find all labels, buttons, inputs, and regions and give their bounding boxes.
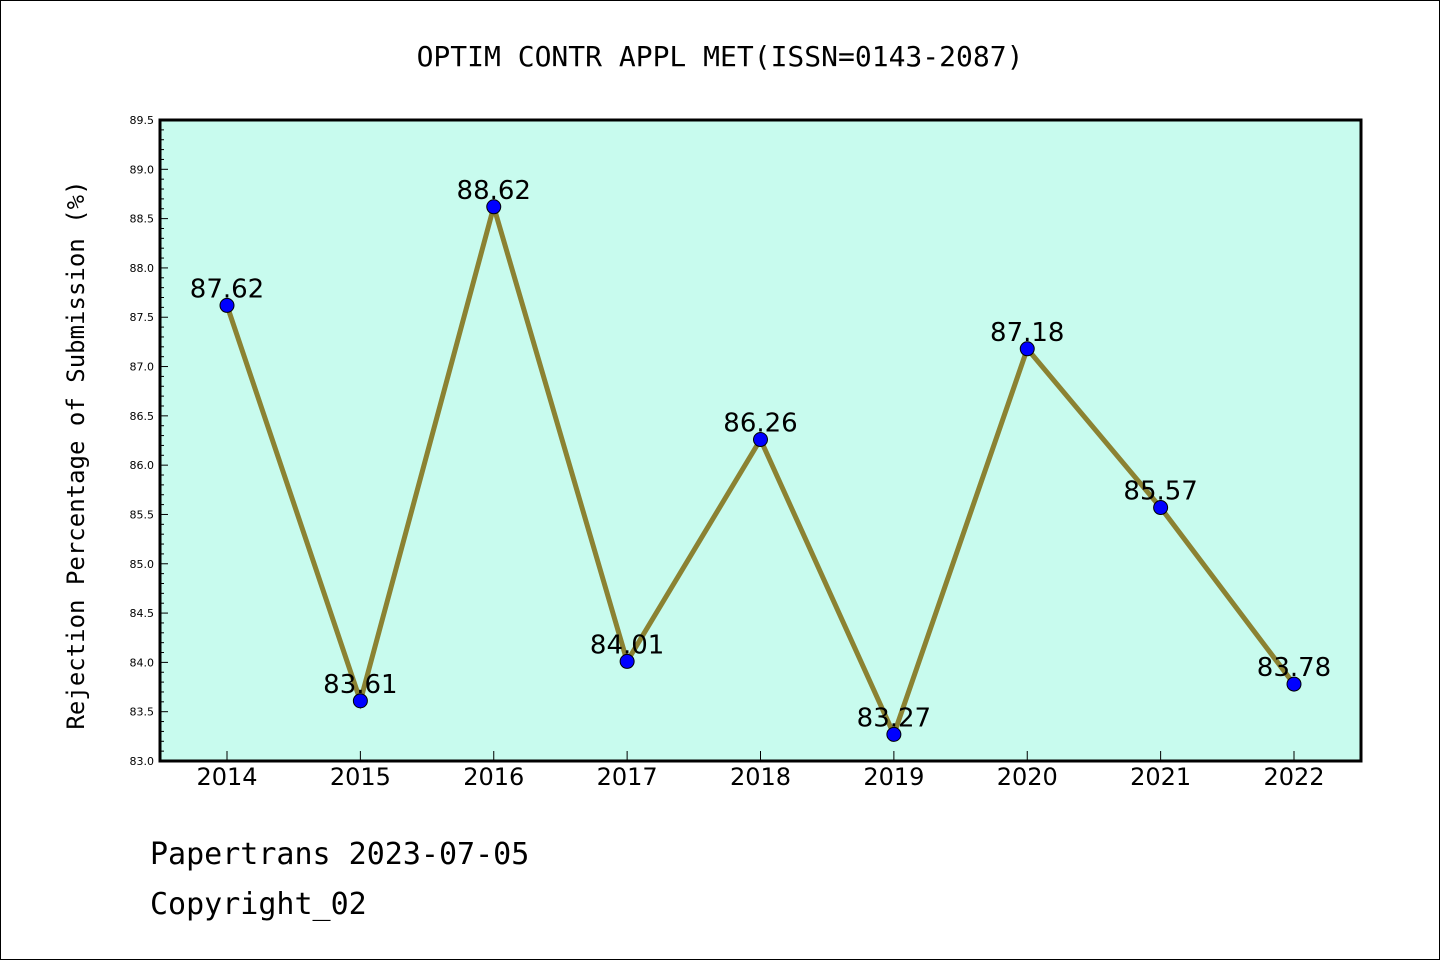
data-label: 86.26 — [723, 409, 797, 439]
x-axis-ticks: 2014 2015 2016 2017 2018 2019 2020 2021 2022 — [196, 751, 1325, 791]
footer-copyright: Copyright_02 — [150, 887, 367, 922]
y-tick-label: 87.5 — [130, 311, 155, 324]
data-point — [1153, 500, 1169, 516]
y-axis-ticks: 83.0 83.5 84.0 84.5 85.0 85.5 86.0 86.5 87.0 87.5… — [130, 114, 168, 768]
y-tick-label: 83.5 — [130, 706, 155, 719]
y-tick-label: 86.5 — [130, 410, 155, 423]
data-label: 83.61 — [323, 670, 397, 700]
points-group — [219, 199, 1302, 742]
data-point — [486, 199, 502, 215]
y-tick-label: 89.0 — [130, 163, 155, 176]
x-tick-label: 2018 — [730, 763, 791, 791]
x-tick-label: 2015 — [330, 763, 391, 791]
data-label: 84.01 — [590, 630, 664, 660]
data-point — [352, 693, 368, 709]
x-tick-label: 2019 — [863, 763, 924, 791]
data-label: 87.18 — [990, 318, 1064, 348]
data-label: 88.62 — [457, 176, 531, 206]
data-point — [619, 653, 635, 669]
footer-date: Papertrans 2023-07-05 — [150, 837, 529, 872]
data-label: 87.62 — [190, 274, 264, 304]
y-tick-label: 88.5 — [130, 213, 155, 226]
data-point — [886, 726, 902, 742]
data-point — [1019, 341, 1035, 357]
y-tick-label: 84.5 — [130, 607, 155, 620]
y-tick-label: 85.0 — [130, 558, 155, 571]
x-tick-label: 2020 — [997, 763, 1058, 791]
x-tick-label: 2016 — [463, 763, 524, 791]
y-tick-label: 85.5 — [130, 508, 155, 521]
data-label: 83.78 — [1257, 653, 1331, 683]
y-tick-label: 86.0 — [130, 459, 155, 472]
y-axis-label: Rejection Percentage of Submission (%) — [62, 180, 90, 729]
chart-title: OPTIM CONTR APPL MET(ISSN=0143-2087) — [417, 40, 1024, 73]
x-tick-label: 2017 — [597, 763, 658, 791]
data-point — [219, 297, 235, 313]
y-tick-label: 84.0 — [130, 656, 155, 669]
data-point — [753, 432, 768, 448]
data-point — [1286, 676, 1302, 692]
y-tick-label: 89.5 — [130, 114, 155, 127]
x-tick-label: 2022 — [1263, 763, 1324, 791]
y-tick-label: 87.0 — [130, 361, 155, 374]
data-label: 83.27 — [857, 703, 931, 733]
data-labels-group: 87.62 83.61 88.62 84.01 86.26 83.27 87.18 85.57… — [190, 176, 1331, 734]
y-tick-label: 83.0 — [130, 755, 155, 768]
x-tick-label: 2021 — [1130, 763, 1191, 791]
data-label: 85.57 — [1123, 477, 1197, 507]
plot-border — [158, 118, 1363, 763]
y-tick-label: 88.0 — [130, 262, 155, 275]
x-tick-label: 2014 — [196, 763, 257, 791]
